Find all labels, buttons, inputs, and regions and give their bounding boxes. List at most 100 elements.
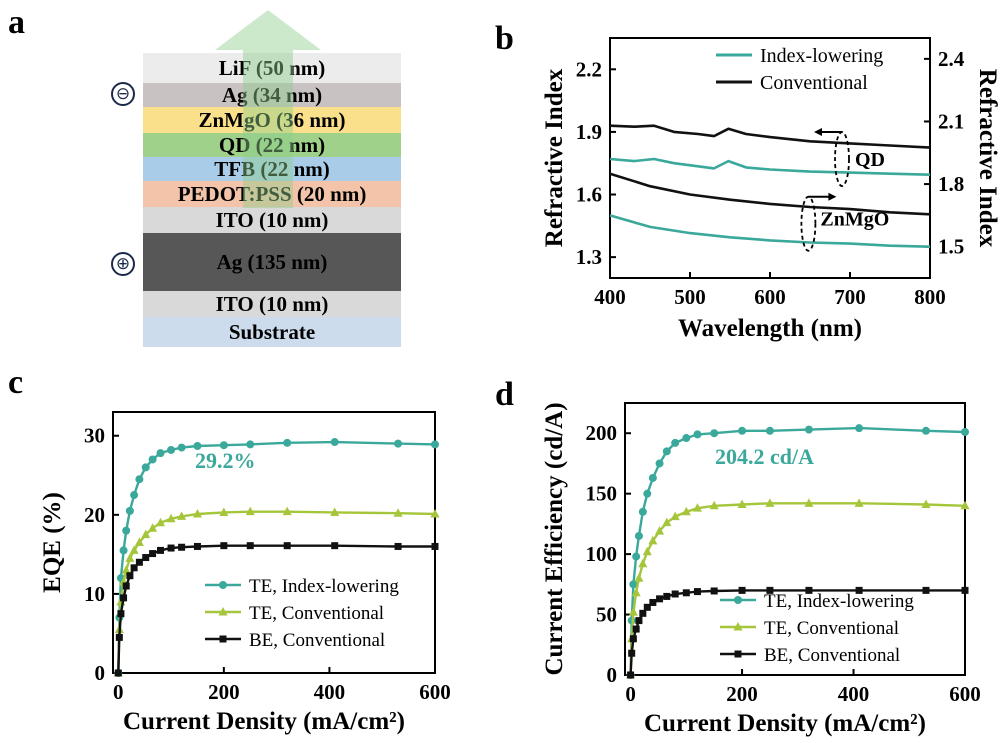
layer-label: Substrate — [228, 319, 316, 344]
data-point — [142, 554, 150, 562]
znmgo-arrowhead — [828, 192, 837, 201]
data-point — [141, 463, 150, 472]
y-tick-label: 50 — [596, 603, 617, 627]
y-axis-label: Current Efficiency (cd/A) — [541, 402, 568, 675]
legend-marker — [219, 635, 227, 643]
x-tick-label: 400 — [838, 682, 870, 706]
layer-5: PEDOT:PSS (20 nm) — [143, 181, 401, 207]
data-point — [671, 590, 679, 598]
data-point — [632, 625, 640, 633]
layer-1: Ag (34 nm) — [143, 83, 401, 107]
data-point — [283, 438, 292, 447]
data-point — [628, 649, 636, 657]
data-point — [655, 526, 665, 535]
y-axis-label: Refractive Index — [541, 68, 568, 247]
x-axis-label: Current Density (mA/cm²) — [123, 708, 405, 735]
anode-symbol: ⊕ — [111, 252, 135, 276]
data-point — [709, 500, 719, 510]
eqe-chart: 0 200 400 600 0 10 20 30 Current Density (mA/cm²… — [39, 411, 451, 735]
data-point — [135, 475, 144, 484]
data-point — [656, 595, 664, 603]
legend-label: TE, Conventional — [249, 603, 384, 624]
data-point — [431, 440, 439, 449]
data-point — [394, 542, 402, 550]
x-tick-label: 500 — [674, 285, 706, 309]
series-be-conventional — [627, 586, 969, 679]
data-point — [662, 517, 672, 527]
y2-tick-label: 2.1 — [938, 109, 964, 133]
data-point — [330, 507, 340, 516]
data-point — [692, 503, 702, 512]
data-point — [655, 459, 664, 468]
layer-4: TFB (22 nm) — [143, 157, 401, 181]
data-point — [330, 438, 339, 447]
data-point — [193, 442, 202, 451]
data-point — [766, 586, 774, 594]
data-point — [960, 500, 970, 510]
data-point — [125, 553, 135, 562]
y-tick-label: 0 — [607, 663, 618, 687]
y2-tick-label: 2.4 — [938, 47, 965, 71]
data-point — [130, 491, 139, 500]
refractive-index-chart: 400 500 600 700 800 1.3 1.6 1.9 2.2 1.5 1.8 2.1 2.4 W… — [541, 37, 1000, 342]
data-point — [642, 546, 652, 556]
layer-label: TFB (22 nm) — [214, 156, 330, 181]
layer-label: LiF (50 nm) — [218, 55, 326, 80]
data-point — [765, 498, 775, 507]
layer-label: PEDOT:PSS (20 nm) — [177, 181, 367, 206]
layer-label: Ag (34 nm) — [221, 82, 323, 107]
data-point — [114, 669, 122, 677]
legend-label: BE, Conventional — [764, 645, 900, 666]
cathode-symbol: ⊖ — [111, 82, 135, 106]
x-tick-label: 0 — [113, 680, 124, 704]
data-point — [629, 635, 637, 643]
data-point — [149, 550, 157, 558]
data-point — [156, 449, 165, 458]
data-point — [192, 509, 202, 518]
x-tick-label: 0 — [625, 682, 636, 706]
legend-marker — [733, 622, 743, 631]
data-point — [393, 508, 403, 517]
series-te-conventional — [626, 498, 970, 679]
peak-annotation: 29.2% — [195, 448, 256, 473]
x-tick-label: 400 — [314, 680, 346, 704]
y-tick-label: 1.6 — [576, 183, 602, 207]
data-point — [430, 509, 440, 518]
layer-label: ZnMgO (36 nm) — [198, 107, 346, 132]
y2-tick-label: 1.5 — [938, 235, 964, 259]
data-point — [148, 523, 158, 532]
series-line-znmgo-index-lowering — [609, 214, 931, 248]
data-point — [125, 506, 134, 515]
data-point — [627, 671, 635, 679]
data-point — [331, 542, 339, 550]
data-point — [394, 439, 403, 448]
data-point — [663, 592, 671, 600]
x-tick-label: 700 — [834, 285, 866, 309]
data-point — [635, 617, 643, 625]
data-point — [804, 425, 813, 434]
data-point — [662, 447, 671, 456]
panel-letter-a: a — [8, 4, 25, 41]
data-point — [921, 426, 930, 435]
data-point — [121, 565, 131, 574]
data-point — [854, 498, 864, 507]
data-point — [166, 513, 176, 523]
data-point — [648, 535, 658, 545]
data-point — [120, 594, 128, 602]
x-tick-label: 600 — [949, 682, 981, 706]
data-point — [671, 438, 680, 447]
x-tick-label: 400 — [594, 285, 626, 309]
x-tick-label: 600 — [419, 680, 451, 704]
qd-annotation: QD — [855, 149, 885, 171]
data-point — [643, 489, 652, 498]
layer-8: ITO (10 nm) — [143, 291, 401, 317]
data-point — [220, 542, 228, 550]
x-axis-label: Wavelength (nm) — [678, 315, 862, 342]
layer-7: Ag (135 nm) — [143, 233, 401, 291]
data-point — [122, 526, 131, 535]
legend-marker — [734, 596, 742, 604]
layer-9: Substrate — [143, 317, 401, 347]
data-point — [134, 537, 144, 546]
data-point — [639, 609, 647, 617]
data-point — [643, 603, 651, 611]
